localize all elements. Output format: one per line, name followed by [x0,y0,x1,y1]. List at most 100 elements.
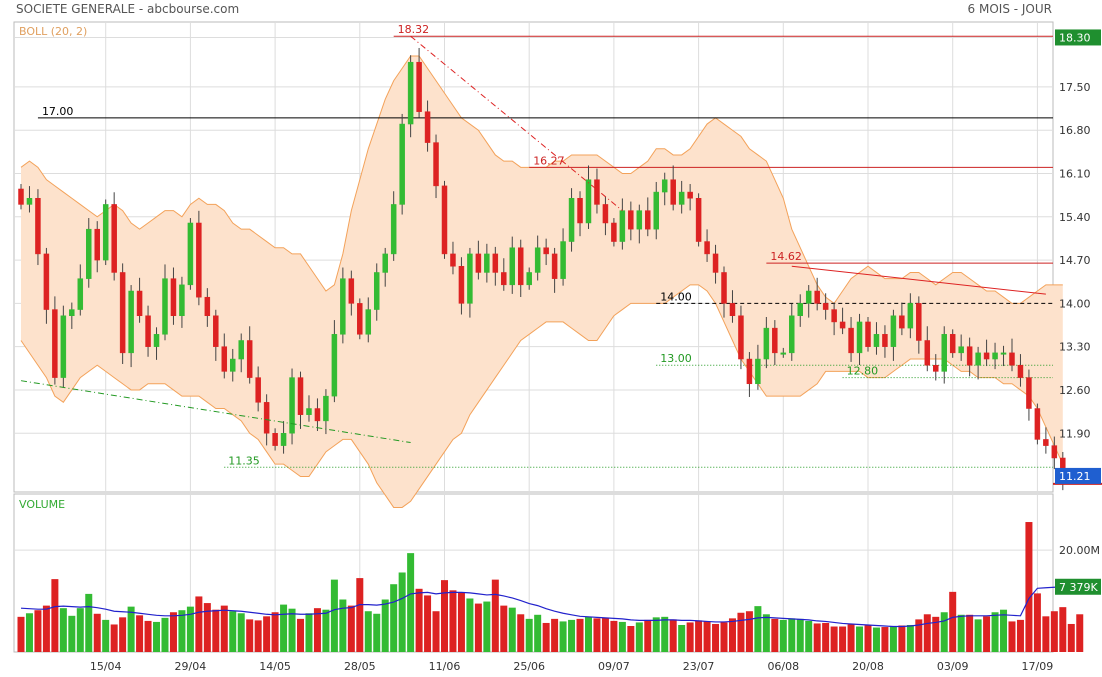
volume-bar [932,616,940,652]
candle-body [1009,352,1015,366]
volume-bar [169,612,177,652]
level-label: 18.32 [398,23,430,36]
volume-bar [644,619,652,652]
candle-body [467,253,473,304]
volume-bar [237,613,245,652]
candle-body [246,340,253,378]
volume-bar [847,624,855,652]
candle-body [585,179,592,224]
volume-bar [110,624,118,652]
volume-bar [771,618,779,652]
volume-bar [966,614,974,652]
candle-body [475,253,482,273]
volume-bar [347,605,355,652]
candle-body [560,241,566,279]
volume-bar [483,601,491,652]
date-tick-label: 15/04 [90,660,122,673]
candle-body [509,247,516,286]
level-label: 11.35 [228,454,260,467]
volume-bar [576,618,584,652]
candle-body [856,321,863,354]
candle-body [348,278,355,304]
level-label: 16.27 [533,154,565,167]
volume-bar [584,616,592,652]
candle-body [619,210,626,242]
volume-bar [161,617,169,652]
volume-bar [906,624,914,652]
candle-body [805,290,812,304]
volume-bar [93,613,101,652]
volume-bar [695,620,703,652]
date-tick-label: 14/05 [259,660,291,673]
candle-body [416,61,422,112]
volume-bar [85,593,93,652]
volume-bar [1025,522,1033,652]
candle-body [119,272,126,354]
candle-body [1034,408,1041,440]
volume-bar [1050,611,1058,652]
candle-body [907,303,914,329]
volume-bar [957,614,965,652]
volume-bar [864,625,872,652]
volume-bar [728,618,736,652]
date-tick-label: 20/08 [852,660,884,673]
volume-bar [881,627,889,652]
volume-bar [805,620,813,652]
candle-body [43,253,50,310]
volume-bar [856,626,864,652]
candle-body [678,191,685,205]
level-label: 14.62 [770,250,802,263]
volume-bar [68,615,76,652]
volume-bar [76,608,84,652]
volume-bar [305,613,313,652]
volume-bar [1059,607,1067,652]
date-tick-label: 28/05 [344,660,376,673]
volume-bar [1008,621,1016,652]
chart-title: SOCIETE GENERALE - abcbourse.com [16,2,240,16]
candle-body [772,327,778,354]
candle-body [526,272,532,286]
volume-bar [915,619,923,652]
volume-bar [313,608,321,652]
candle-body [323,395,329,422]
volume-bar [601,617,609,652]
volume-bar [381,599,389,652]
volume-bar [17,616,25,652]
volume-bar [1076,614,1084,652]
candle-body [424,111,431,143]
volume-bar [559,621,567,652]
volume-bar [297,618,305,652]
candle-body [196,222,202,298]
candle-body [1026,377,1032,409]
volume-bar [474,603,482,652]
candle-body [712,253,719,273]
volume-bar [678,624,686,652]
bollinger-band-area [21,56,1063,508]
volume-bar [424,595,432,652]
last-price-badge-label: 11.21 [1059,470,1091,483]
candle-body [187,222,194,286]
candle-body [517,247,524,286]
level-label: 13.00 [660,352,692,365]
volume-bar [983,616,991,652]
volume-bar [551,618,559,652]
volume-bar [839,626,847,652]
volume-bar [466,598,474,652]
date-tick-label: 29/04 [175,660,207,673]
candle-body [755,358,761,385]
volume-bar [593,618,601,652]
candle-body [60,315,67,378]
volume-bar [407,553,415,652]
date-tick-label: 06/08 [767,660,799,673]
candle-body [238,340,244,360]
candle-body [577,198,583,224]
volume-bar [254,620,262,652]
candle-body [594,179,600,205]
candle-body [882,334,888,347]
volume-bar [322,609,330,652]
volume-bar [432,611,440,652]
trendline [791,265,1046,295]
trendline [20,380,411,444]
candle-body [365,309,372,335]
volume-last-badge-label: 7 379K [1059,581,1098,594]
